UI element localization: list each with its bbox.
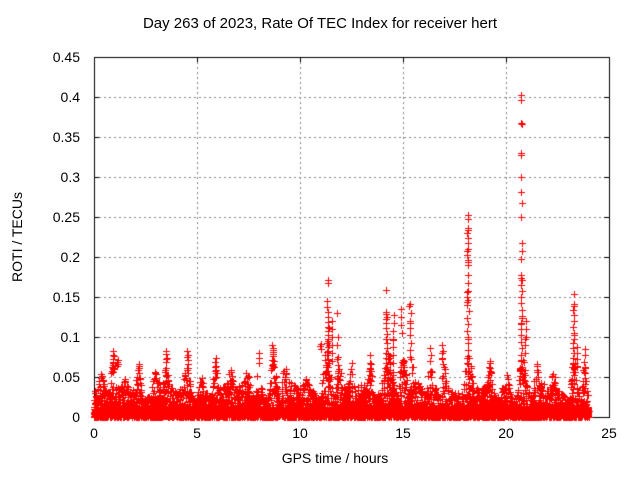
y-tick-label: 0.15 (52, 289, 80, 305)
y-tick-label: 0.25 (52, 209, 80, 225)
x-tick-label: 20 (498, 425, 514, 441)
x-tick-label: 0 (90, 425, 98, 441)
chart-title: Day 263 of 2023, Rate Of TEC Index for r… (142, 15, 498, 32)
y-tick-label: 0.3 (60, 169, 80, 185)
x-tick-label: 15 (395, 425, 411, 441)
x-tick-label: 25 (601, 425, 617, 441)
x-tick-label: 5 (193, 425, 201, 441)
y-tick-label: 0.05 (52, 369, 80, 385)
x-axis-title: GPS time / hours (281, 450, 389, 466)
y-tick-label: 0 (72, 409, 80, 425)
y-tick-label: 0.35 (52, 129, 80, 145)
y-tick-label: 0.2 (60, 249, 80, 265)
y-tick-label: 0.4 (60, 89, 80, 105)
x-tick-label: 10 (292, 425, 308, 441)
y-tick-label: 0.45 (52, 49, 80, 65)
y-tick-label: 0.1 (60, 329, 80, 345)
y-axis-title: ROTI / TECUs (9, 192, 25, 282)
